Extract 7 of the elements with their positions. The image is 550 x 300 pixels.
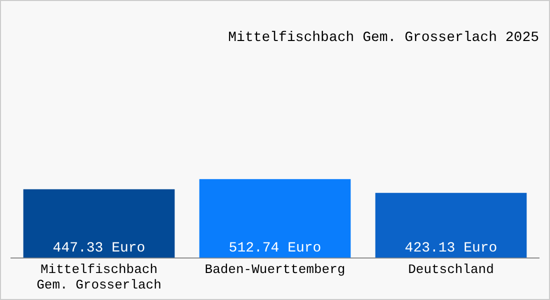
- x-tick-label: Deutschland: [408, 262, 494, 278]
- x-tick-label: Baden-Wuerttemberg: [204, 262, 346, 278]
- x-tick-label: Mittelfischbach Gem. Grosserlach: [36, 262, 162, 293]
- data-label: 423.13 Euro: [404, 240, 498, 257]
- data-label: 512.74 Euro: [228, 240, 322, 257]
- data-label: 447.33 Euro: [52, 240, 146, 257]
- chart-title: Mittelfischbach Gem. Grosserlach 2025: [228, 30, 539, 46]
